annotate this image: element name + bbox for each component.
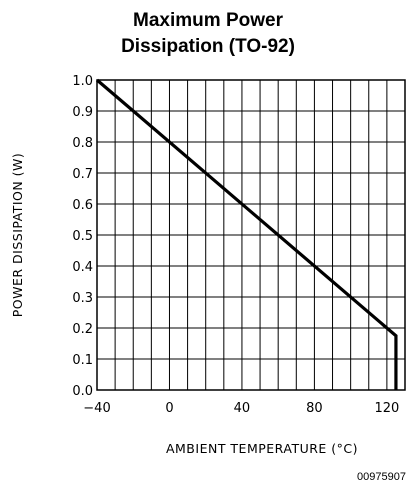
y-tick-label: 0.8 — [72, 136, 93, 151]
y-tick-label: 0.6 — [72, 198, 93, 213]
y-tick-labels: 0.0 0.1 0.2 0.3 0.4 0.5 0.6 0.7 0.8 0.9 1.0 — [72, 74, 93, 399]
x-axis-label: AMBIENT TEMPERATURE (°C) — [166, 441, 358, 456]
y-tick-label: 1.0 — [72, 74, 93, 89]
y-axis-label: POWER DISSIPATION (W) — [10, 153, 25, 318]
y-tick-label: 0.0 — [72, 384, 93, 399]
x-tick-label: 80 — [306, 401, 323, 416]
x-tick-labels: −40 0 40 80 120 — [83, 401, 399, 416]
y-tick-label: 0.2 — [72, 322, 93, 337]
chart-title-line-1: Maximum Power — [133, 10, 284, 31]
y-tick-label: 0.7 — [72, 167, 93, 182]
grid-lines — [96, 79, 406, 391]
y-tick-label: 0.4 — [72, 260, 93, 275]
x-tick-label: −40 — [83, 401, 110, 416]
x-tick-label: 40 — [234, 401, 251, 416]
figure-code: 00975907 — [357, 471, 406, 483]
y-tick-label: 0.5 — [72, 229, 93, 244]
series-layer — [95, 78, 398, 390]
y-tick-label: 0.9 — [72, 105, 93, 120]
y-tick-label: 0.1 — [72, 353, 93, 368]
x-tick-label: 120 — [374, 401, 399, 416]
chart-title-line-2: Dissipation (TO-92) — [121, 36, 295, 57]
plot-frame — [96, 79, 406, 391]
x-tick-label: 0 — [165, 401, 173, 416]
y-tick-label: 0.3 — [72, 291, 93, 306]
series-line-power-derating — [95, 78, 398, 390]
